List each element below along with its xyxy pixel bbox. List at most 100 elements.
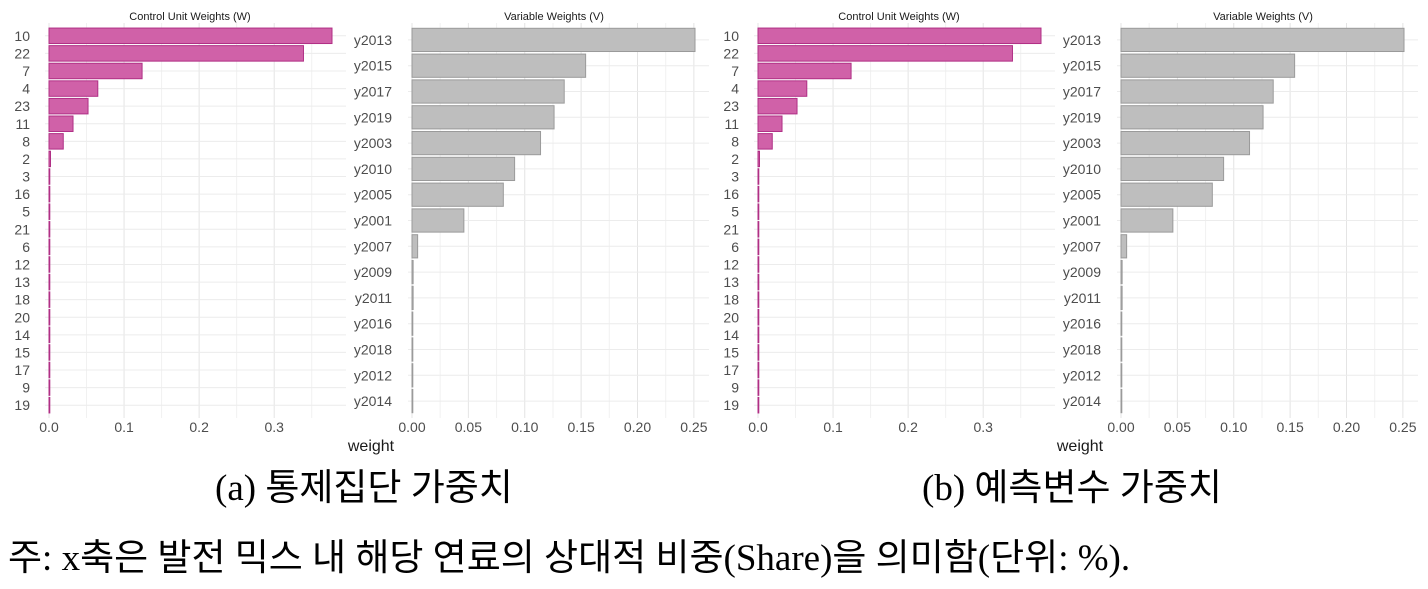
category-label: y2019 xyxy=(1063,109,1101,125)
category-label: y2010 xyxy=(354,161,392,177)
category-label: 8 xyxy=(731,133,739,149)
bar-7 xyxy=(757,62,852,80)
category-label: 19 xyxy=(14,397,30,413)
x-tick-label: 0.20 xyxy=(624,419,651,435)
category-label: y2018 xyxy=(354,342,392,358)
bar-21 xyxy=(48,221,51,238)
bar-20 xyxy=(48,309,51,326)
bar-9 xyxy=(48,379,51,396)
category-label: y2017 xyxy=(354,84,392,100)
category-label: 5 xyxy=(731,204,739,220)
bar-5 xyxy=(757,203,760,220)
x-tick-label: 0.10 xyxy=(511,419,538,435)
bar-10 xyxy=(48,27,333,45)
category-label: y2001 xyxy=(1063,213,1101,229)
category-label: 6 xyxy=(22,239,30,255)
category-label: 18 xyxy=(14,292,30,308)
category-label: 12 xyxy=(14,256,30,272)
x-tick-label: 0.2 xyxy=(898,419,918,435)
chart-title: Control Unit Weights (W) xyxy=(838,11,959,23)
category-label: 3 xyxy=(731,169,739,185)
category-label: 21 xyxy=(14,221,30,237)
bar-y2018 xyxy=(1120,337,1123,362)
category-label: 13 xyxy=(723,274,739,290)
category-label: 11 xyxy=(15,116,30,132)
bar-13 xyxy=(757,273,760,291)
bar-15 xyxy=(757,344,760,361)
chart-title: Variable Weights (V) xyxy=(1213,11,1313,23)
bar-3 xyxy=(48,168,51,185)
category-label: 20 xyxy=(723,309,739,325)
x-tick-label: 0.3 xyxy=(264,419,284,435)
bar-2 xyxy=(757,150,761,168)
bar-y2014 xyxy=(1120,388,1123,414)
category-label: 3 xyxy=(22,169,30,185)
x-tick-label: 0.00 xyxy=(398,419,425,435)
category-label: y2013 xyxy=(354,32,392,48)
x-tick-label: 0.0 xyxy=(39,419,59,435)
bar-19 xyxy=(48,396,51,414)
bar-13 xyxy=(48,273,51,291)
category-label: y2007 xyxy=(354,238,392,254)
bar-y2001 xyxy=(1120,208,1174,233)
category-label: y2012 xyxy=(354,367,392,383)
bar-y2019 xyxy=(411,105,555,130)
bar-y2003 xyxy=(1120,130,1251,156)
bar-y2013 xyxy=(1120,27,1405,53)
bar-23 xyxy=(757,97,798,115)
bar-7 xyxy=(48,62,143,80)
category-label: 23 xyxy=(14,98,30,114)
bar-y2012 xyxy=(1120,363,1123,388)
category-label: 18 xyxy=(723,292,739,308)
bar-5 xyxy=(48,203,51,220)
category-label: 2 xyxy=(22,151,30,167)
category-label: y2007 xyxy=(1063,238,1101,254)
category-label: 15 xyxy=(723,344,739,360)
bar-8 xyxy=(48,133,64,150)
category-label: 4 xyxy=(22,81,30,97)
bar-2 xyxy=(48,150,52,168)
bar-y2005 xyxy=(1120,182,1213,207)
bar-14 xyxy=(757,326,760,344)
category-label: 7 xyxy=(731,63,739,79)
bar-y2017 xyxy=(1120,79,1274,104)
bar-y2001 xyxy=(411,208,465,233)
bar-y2016 xyxy=(411,311,414,336)
category-label: 20 xyxy=(14,309,30,325)
category-label: y2014 xyxy=(1063,393,1101,409)
category-label: y2015 xyxy=(1063,58,1101,74)
bar-8 xyxy=(757,133,773,150)
category-label: y2019 xyxy=(354,109,392,125)
bar-11 xyxy=(757,115,783,132)
bar-y2012 xyxy=(411,363,414,388)
bar-6 xyxy=(757,238,760,256)
bar-20 xyxy=(757,309,760,326)
category-label: 17 xyxy=(723,362,739,378)
x-tick-label: 0.10 xyxy=(1220,419,1247,435)
bar-y2017 xyxy=(411,79,565,104)
category-label: 23 xyxy=(723,98,739,114)
bar-22 xyxy=(757,45,1013,62)
category-label: y2005 xyxy=(354,187,392,203)
bar-21 xyxy=(757,221,760,238)
bar-y2014 xyxy=(411,388,414,414)
bar-y2015 xyxy=(411,53,587,78)
category-label: 9 xyxy=(22,380,30,396)
category-label: 4 xyxy=(731,81,739,97)
bar-9 xyxy=(757,379,760,396)
category-label: y2011 xyxy=(355,290,392,306)
panel-variable-weights-v: y2013 y2015 y2017 y2019 y2003 y2010 y2005 y2001… xyxy=(1063,11,1418,435)
bar-y2010 xyxy=(411,156,516,182)
category-label: 14 xyxy=(723,327,739,343)
x-tick-label: 0.1 xyxy=(114,419,134,435)
bar-12 xyxy=(48,256,51,273)
bar-y2018 xyxy=(411,337,414,362)
x-tick-label: 0.25 xyxy=(1389,419,1416,435)
bar-y2015 xyxy=(1120,53,1296,78)
bar-y2007 xyxy=(411,234,419,259)
